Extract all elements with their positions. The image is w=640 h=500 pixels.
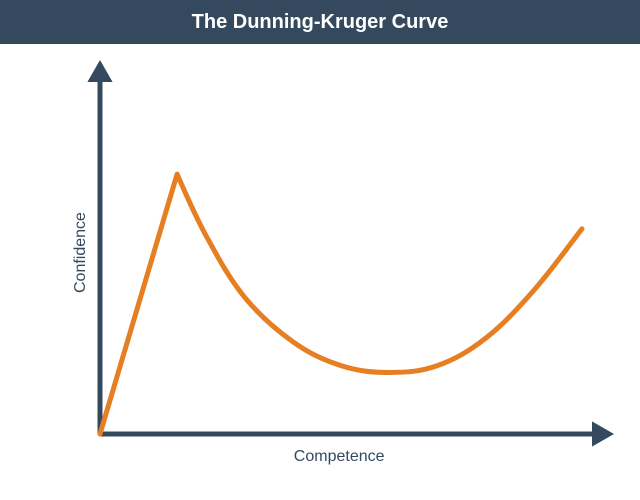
y-axis-label: Confidence	[72, 212, 90, 293]
x-axis-label: Competence	[294, 448, 385, 466]
page-title: The Dunning-Kruger Curve	[192, 11, 449, 33]
chart-area: Confidence Competence	[0, 44, 640, 500]
x-axis-arrowhead	[592, 421, 614, 446]
chart-svg	[0, 44, 640, 500]
y-axis-arrowhead	[87, 60, 112, 82]
header-bar: The Dunning-Kruger Curve	[0, 0, 640, 44]
dunning-kruger-curve	[100, 174, 582, 434]
